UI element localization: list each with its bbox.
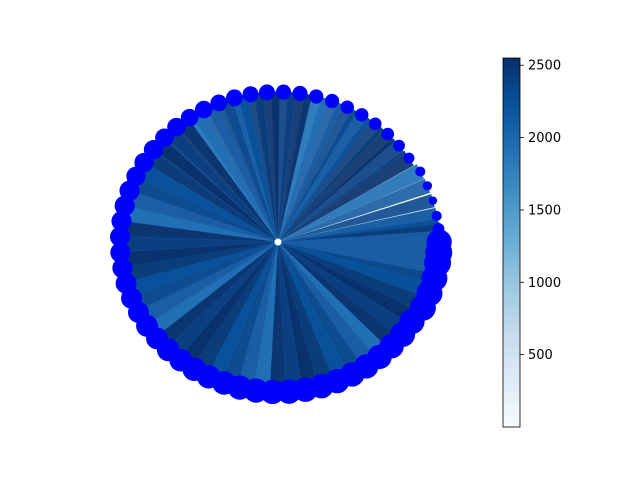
ring-node [324,93,340,109]
colorbar-tick-label: 500 [528,348,553,363]
ring-node [381,127,395,141]
ring-nodes-layer [110,84,453,405]
colorbar-frame [502,57,521,428]
ring-node [275,84,292,100]
ring-node [114,195,135,216]
ring-node [167,117,186,137]
ring-node [111,211,132,232]
ring-node [242,86,259,103]
colorbar-tick-label: 2500 [528,59,561,74]
ring-node [110,226,131,247]
colorbar-tick-label: 2000 [528,131,561,146]
ring-node [258,84,275,101]
ring-node [292,85,308,102]
ring-node [403,152,415,164]
ring-node [432,223,445,235]
ring-node [110,242,131,263]
ring-node [210,94,228,112]
ring-node [393,139,405,152]
ring-node [340,100,354,114]
ring-node [431,210,442,221]
ring-node [425,239,453,266]
colorbar-ticks: 500 1000 1500 2000 2500 [520,59,561,363]
colorbar: 500 1000 1500 2000 2500 [502,57,561,428]
ring-node [180,108,199,127]
ring-node [428,196,438,205]
graph-plot-area [110,84,453,405]
ring-node [226,89,243,107]
ring-node [195,100,213,119]
colorbar-tick-label: 1500 [528,203,561,218]
colorbar-gradient [503,58,520,427]
ring-node [422,181,433,191]
ring-node [355,108,369,122]
ring-node [309,89,324,104]
colorbar-tick-label: 1000 [528,276,561,291]
ring-node [368,117,382,131]
edges-layer [118,91,441,394]
ring-node [415,166,426,177]
hub-node [274,238,282,246]
